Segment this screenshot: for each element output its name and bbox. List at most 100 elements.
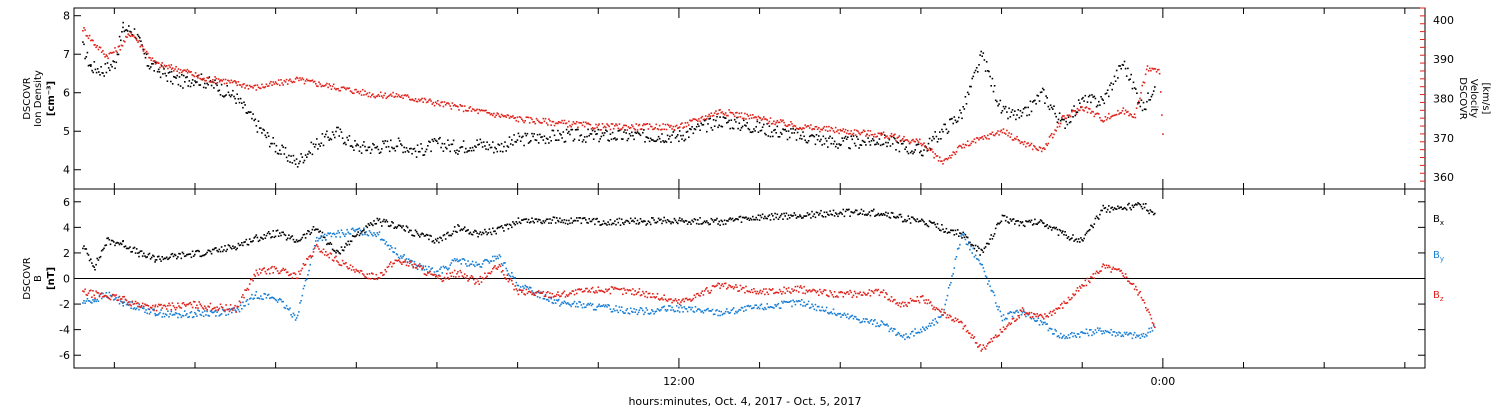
data-point [277, 299, 280, 301]
data-point [969, 85, 971, 88]
data-point [1079, 285, 1081, 288]
data-point [239, 84, 242, 86]
data-point [90, 65, 92, 67]
data-point [606, 130, 608, 133]
data-point [478, 143, 480, 146]
data-point [947, 130, 950, 133]
data-point [875, 143, 877, 146]
data-point [173, 70, 175, 72]
data-point [792, 128, 794, 130]
data-point [320, 250, 323, 253]
data-point [708, 310, 710, 312]
data-point [959, 144, 961, 147]
data-point [181, 302, 184, 305]
data-point [1087, 229, 1090, 232]
data-point [197, 77, 199, 79]
data-point [335, 88, 337, 91]
data-point [674, 298, 677, 300]
data-point [171, 252, 174, 255]
data-point [102, 292, 104, 295]
data-point [326, 82, 328, 85]
data-point [982, 267, 985, 269]
data-point [812, 134, 814, 137]
data-point [1136, 289, 1138, 291]
data-point [1014, 320, 1016, 322]
data-point [969, 144, 971, 147]
data-point [983, 270, 986, 273]
data-point [398, 257, 401, 260]
data-point [388, 248, 391, 250]
y-axis-title: DSCOVR [22, 77, 33, 120]
data-point [124, 29, 127, 32]
data-point [900, 143, 903, 145]
data-point [913, 218, 915, 220]
data-point [648, 140, 651, 143]
data-point [849, 147, 851, 150]
data-point [154, 259, 157, 261]
data-point [838, 291, 840, 294]
data-point [90, 258, 92, 260]
data-point [980, 248, 982, 251]
data-point [149, 57, 151, 59]
data-point [120, 44, 123, 47]
data-point [130, 307, 132, 309]
data-point [369, 278, 372, 280]
data-point [811, 303, 813, 306]
data-point [781, 133, 783, 135]
data-point [936, 141, 939, 143]
data-point [730, 309, 733, 312]
data-point [1050, 133, 1053, 135]
data-point [536, 119, 539, 121]
data-point [699, 295, 701, 297]
data-point [570, 125, 572, 128]
data-point [949, 118, 951, 121]
data-point [462, 276, 465, 278]
data-point [770, 289, 773, 291]
data-point [597, 128, 600, 131]
data-point [561, 137, 563, 139]
data-point [348, 87, 351, 89]
data-point [427, 272, 429, 274]
data-point [769, 117, 772, 119]
data-point [541, 122, 543, 124]
data-point [624, 312, 626, 314]
data-point [777, 292, 780, 294]
data-point [595, 133, 597, 136]
data-point [859, 321, 861, 324]
data-point [1122, 335, 1125, 338]
data-point [637, 291, 640, 293]
data-point [873, 208, 875, 211]
data-point [125, 303, 128, 306]
data-point [405, 264, 408, 267]
data-point [358, 150, 361, 152]
data-point [656, 308, 659, 310]
data-point [531, 290, 533, 292]
data-point [128, 247, 130, 250]
data-point [1067, 116, 1070, 118]
data-point [254, 84, 257, 87]
data-point [281, 144, 283, 147]
data-point [320, 235, 323, 237]
data-point [1118, 331, 1120, 334]
data-point [150, 66, 152, 68]
data-point [818, 127, 820, 129]
data-point [706, 287, 708, 289]
data-point [1075, 289, 1078, 292]
data-point [907, 152, 910, 155]
data-point [638, 222, 641, 224]
data-point [543, 135, 546, 137]
data-point [357, 270, 359, 272]
data-point [660, 141, 662, 143]
data-point [455, 105, 457, 107]
data-point [820, 209, 822, 212]
data-point [263, 267, 265, 269]
data-point [102, 296, 104, 298]
data-point [419, 100, 421, 102]
data-point [807, 140, 810, 142]
data-point [1149, 67, 1151, 70]
data-point [458, 275, 460, 278]
data-point [398, 260, 401, 263]
data-point [372, 93, 374, 95]
data-point [895, 139, 897, 142]
data-point [521, 118, 523, 120]
